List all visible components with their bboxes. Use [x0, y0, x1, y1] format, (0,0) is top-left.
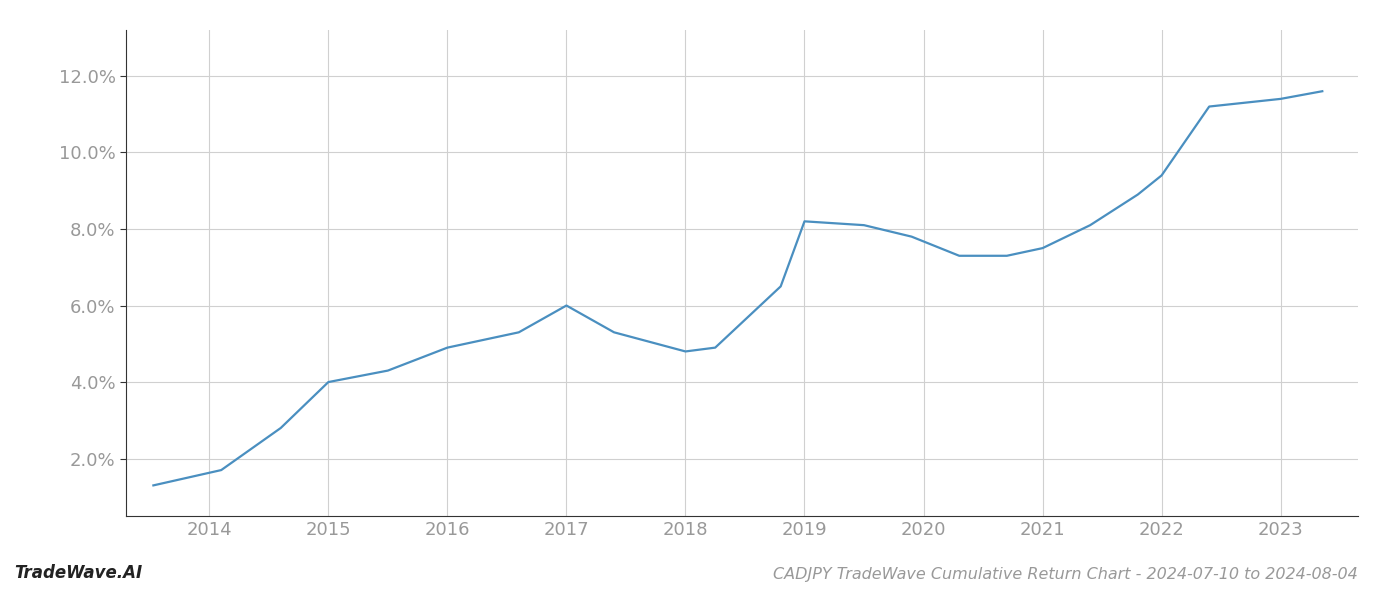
Text: CADJPY TradeWave Cumulative Return Chart - 2024-07-10 to 2024-08-04: CADJPY TradeWave Cumulative Return Chart… [773, 567, 1358, 582]
Text: TradeWave.AI: TradeWave.AI [14, 564, 143, 582]
